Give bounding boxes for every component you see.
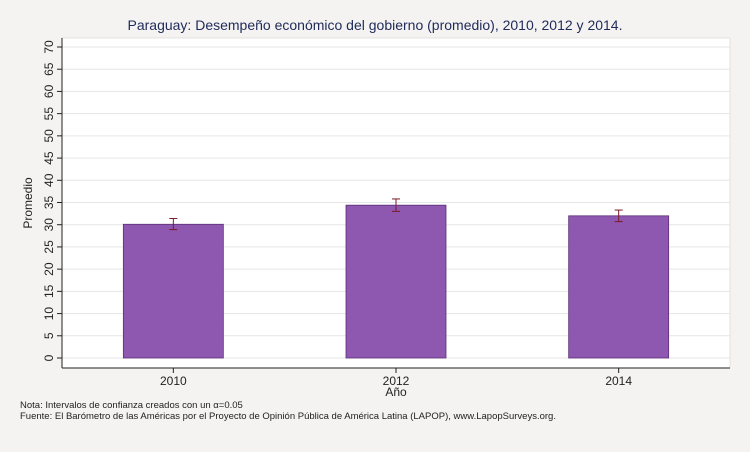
y-tick-label-45: 45 (42, 151, 56, 165)
footnote-fuente: Fuente: El Barómetro de las Américas por… (20, 411, 556, 422)
y-tick-label-65: 65 (42, 62, 56, 76)
y-tick-label-20: 20 (42, 262, 56, 276)
error-bars (169, 198, 623, 231)
y-tick-label-40: 40 (42, 173, 56, 187)
y-tick-label-30: 30 (42, 218, 56, 232)
y-tick-label-55: 55 (42, 107, 56, 121)
y-tick-label-25: 25 (42, 240, 56, 254)
footnote-nota: Nota: Intervalos de confianza creados co… (20, 400, 243, 411)
y-tick-label-10: 10 (42, 307, 56, 321)
x-axis-title: Año (385, 385, 407, 399)
bar-2010 (122, 223, 224, 359)
y-tick-label-70: 70 (42, 40, 56, 54)
bar-2012 (345, 204, 447, 359)
y-tick-label-15: 15 (42, 284, 56, 298)
y-axis: 0 5 10 15 20 25 30 35 40 45 50 55 60 65 70 (42, 38, 63, 368)
bars (122, 204, 670, 359)
x-tick-label-2012: 2012 (383, 374, 410, 388)
chart-title: Paraguay: Desempeño económico del gobier… (128, 17, 623, 33)
y-tick-label-60: 60 (42, 84, 56, 98)
y-tick-label-0: 0 (42, 354, 56, 361)
y-tick-label-5: 5 (42, 332, 56, 339)
x-tick-label-2010: 2010 (160, 374, 187, 388)
y-axis-title: Promedio (21, 177, 35, 229)
y-tick-label-35: 35 (42, 196, 56, 210)
x-tick-label-2014: 2014 (605, 374, 632, 388)
y-tick-label-50: 50 (42, 129, 56, 143)
x-axis: 2010 2012 2014 (62, 367, 730, 388)
bar-2014 (568, 215, 670, 359)
